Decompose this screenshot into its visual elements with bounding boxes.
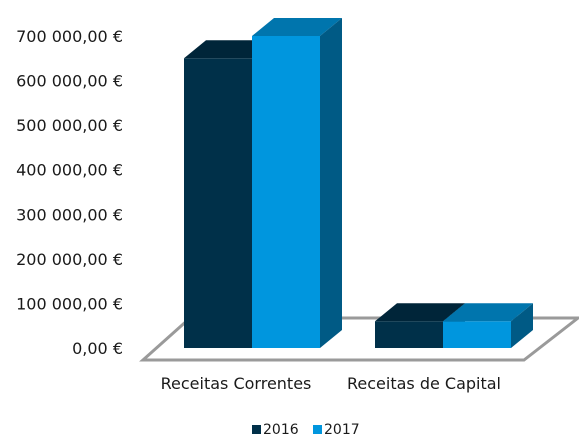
- legend-item: 2017: [313, 422, 360, 438]
- y-tick-label: 600 000,00 €: [16, 72, 123, 91]
- category-label: Receitas de Capital: [347, 374, 501, 393]
- y-tick-label: 400 000,00 €: [16, 161, 123, 180]
- bar-2017-1: [443, 303, 533, 348]
- legend-item: 2016: [252, 422, 299, 438]
- bar-front: [443, 321, 511, 348]
- bar-front: [375, 321, 443, 348]
- legend-label: 2017: [324, 422, 360, 438]
- bar-front: [184, 58, 252, 349]
- bar-2017-0: [252, 18, 342, 348]
- bar-top: [443, 303, 533, 322]
- legend-label: 2016: [263, 422, 299, 438]
- legend-swatch: [313, 425, 322, 434]
- y-tick-label: 700 000,00 €: [16, 27, 123, 46]
- bar-side: [320, 18, 342, 348]
- category-label: Receitas Correntes: [161, 374, 312, 393]
- y-tick-label: 0,00 €: [72, 339, 123, 358]
- y-tick-label: 500 000,00 €: [16, 116, 123, 135]
- y-tick-label: 200 000,00 €: [16, 250, 123, 269]
- legend-swatch: [252, 425, 261, 434]
- bar-front: [252, 36, 320, 348]
- y-tick-label: 300 000,00 €: [16, 205, 123, 224]
- bar-top: [375, 303, 465, 322]
- bar-top: [252, 18, 342, 36]
- y-tick-label: 100 000,00 €: [16, 294, 123, 313]
- bar-top: [184, 40, 274, 59]
- bar-side: [511, 303, 533, 348]
